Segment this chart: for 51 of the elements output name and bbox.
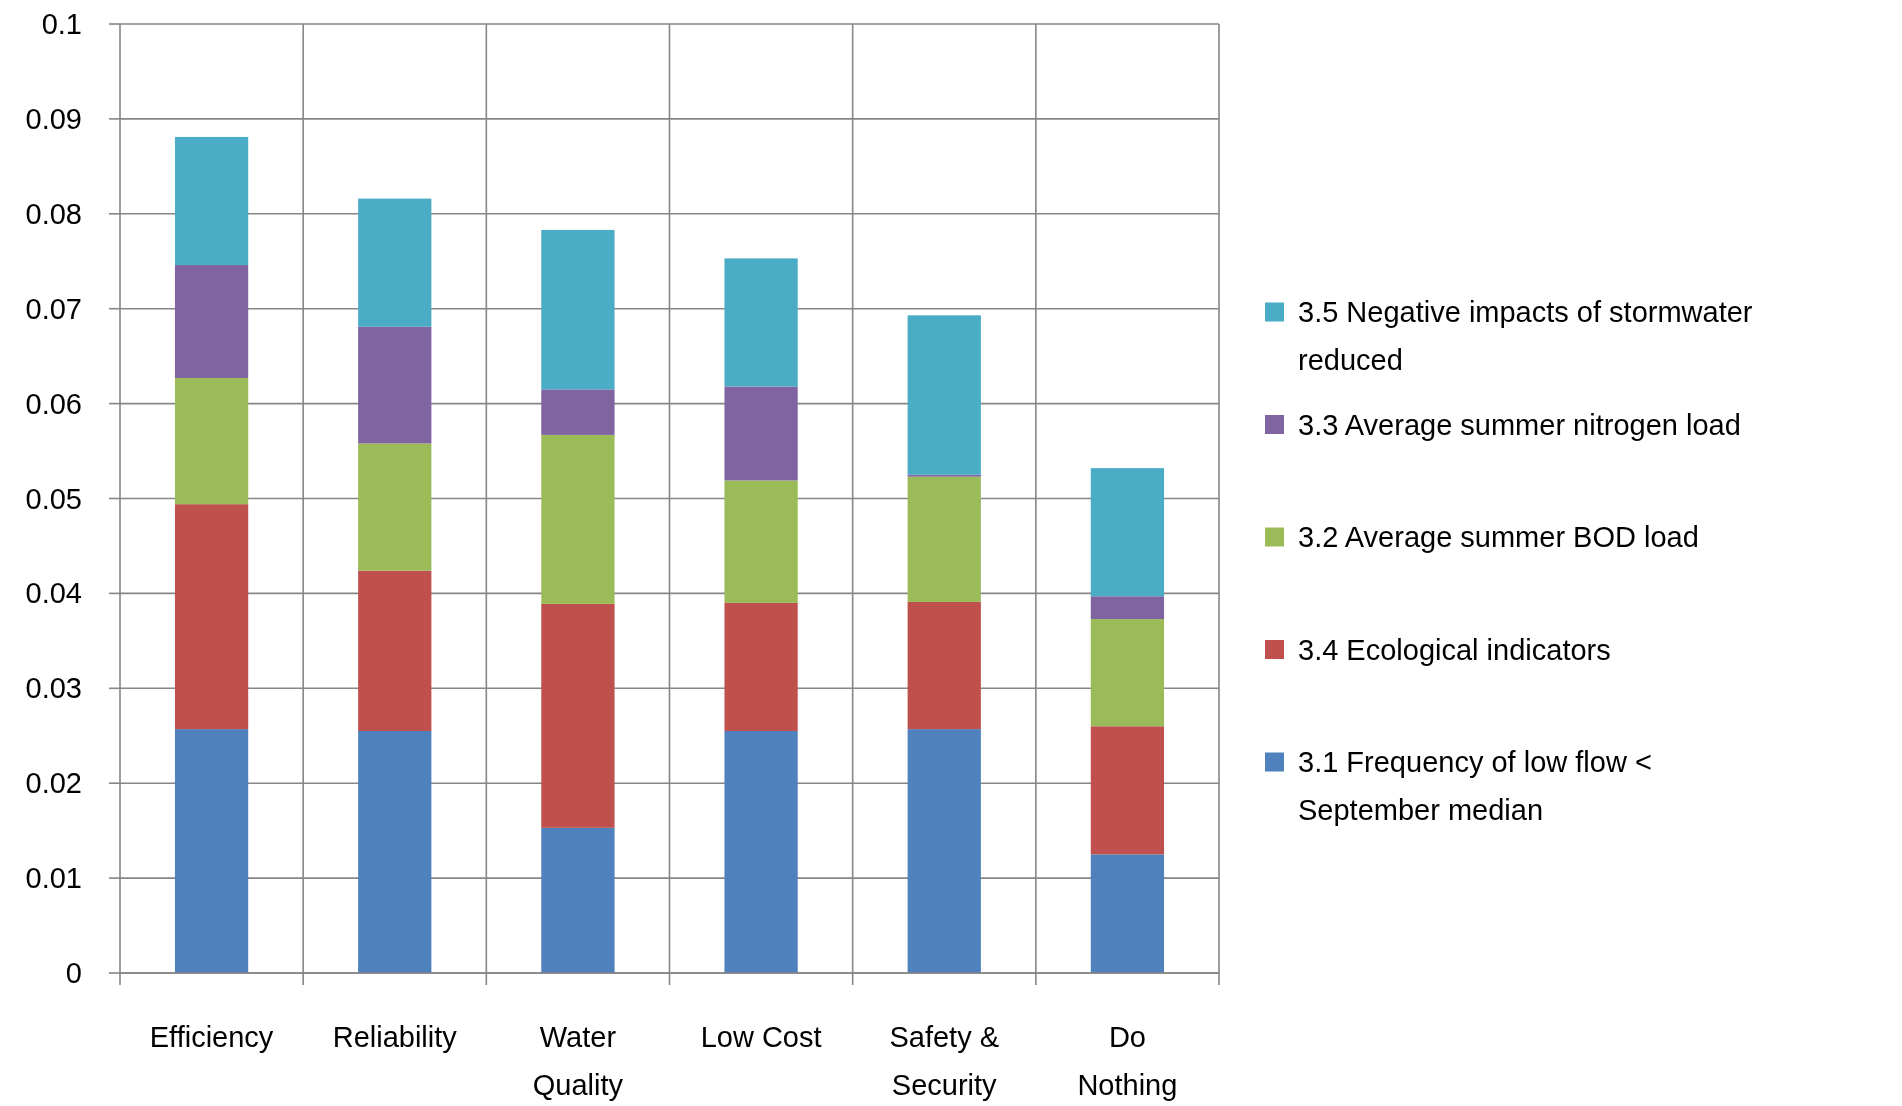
bar: [174, 504, 249, 730]
y-tick-label: 0.02: [25, 767, 82, 800]
y-tick-label: 0.04: [25, 577, 82, 610]
bar: [358, 326, 432, 444]
bar: [541, 229, 615, 390]
y-tick-label: 0.05: [25, 482, 82, 515]
bar: [724, 258, 798, 387]
legend-label: 3.4 Ecological indicators: [1298, 633, 1611, 666]
bar: [541, 827, 615, 973]
x-tick-label: Efficiency: [149, 1021, 274, 1053]
x-tick-label: Safety & Security: [889, 1021, 1000, 1101]
y-tick-label: 0.03: [25, 672, 82, 705]
bar: [541, 434, 615, 604]
bar: [1090, 854, 1165, 973]
bar: [174, 136, 249, 266]
bar: [907, 729, 981, 973]
x-tick-label: Low Cost: [700, 1021, 822, 1053]
legend-label: 3.2 Average summer BOD load: [1298, 521, 1699, 553]
bar: [174, 729, 249, 973]
x-tick-label: Reliability: [332, 1021, 458, 1053]
bar: [724, 602, 798, 732]
y-tick-label: 0.1: [41, 8, 82, 40]
y-tick-label: 0.01: [25, 862, 82, 895]
y-tick-label: 0.08: [25, 197, 82, 230]
legend-label: 3.5 Negative impacts of stormwater reduced: [1298, 296, 1753, 376]
y-tick-label: 0.06: [25, 387, 82, 420]
y-tick-label: 0.07: [25, 292, 82, 325]
bar: [1090, 619, 1165, 727]
bar: [1090, 468, 1165, 597]
legend-label: 3.1 Frequency of low flow < September median: [1298, 746, 1652, 826]
bar: [724, 386, 798, 481]
y-tick-label: 0.09: [25, 102, 82, 135]
bar: [1090, 596, 1165, 620]
bar: [541, 389, 615, 435]
bar: [724, 731, 798, 973]
bar: [358, 731, 432, 973]
bar: [358, 198, 432, 327]
bar: [358, 570, 432, 732]
bar: [1090, 726, 1165, 855]
bar: [907, 476, 981, 602]
bar: [724, 480, 798, 603]
bar: [907, 315, 981, 475]
bar: [174, 265, 249, 378]
bar: [541, 603, 615, 828]
bar: [358, 443, 432, 571]
legend-label: 3.3 Average summer nitrogen load: [1298, 408, 1741, 441]
bar: [907, 601, 981, 730]
bar: [174, 377, 249, 505]
y-tick-label: 0: [65, 957, 82, 989]
x-tick-label: Do Nothing: [1077, 1021, 1178, 1101]
x-tick-label: Water Quality: [532, 1021, 624, 1101]
